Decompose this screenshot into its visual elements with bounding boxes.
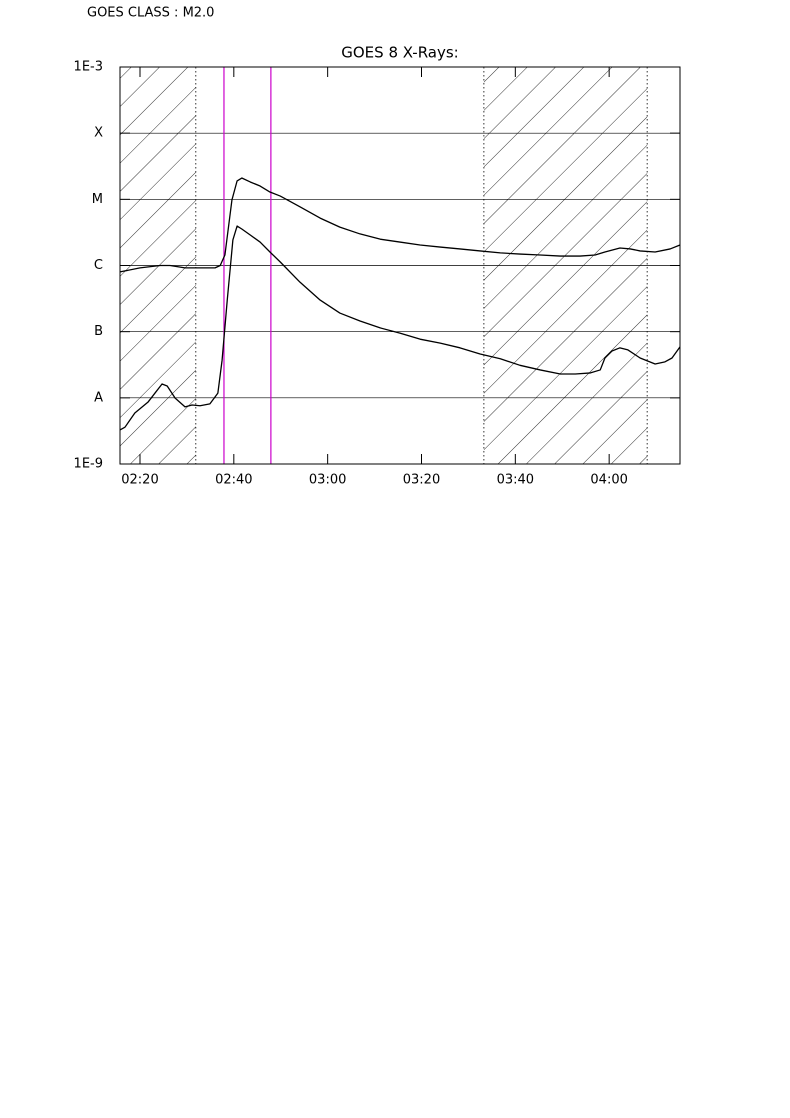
y-tick-label: 1E-3 bbox=[74, 60, 103, 75]
y-tick-label: C bbox=[94, 258, 103, 273]
chart-title: GOES 8 X-Rays: bbox=[341, 44, 458, 62]
y-tick-label: M bbox=[92, 192, 103, 207]
x-tick-label: 02:20 bbox=[121, 473, 158, 488]
x-tick-label: 03:40 bbox=[497, 473, 534, 488]
flux-line bbox=[119, 225, 681, 431]
x-tick-label: 03:00 bbox=[309, 473, 346, 488]
y-tick-label: 1E-9 bbox=[74, 457, 103, 472]
x-tick-label: 02:40 bbox=[215, 473, 252, 488]
flux-line bbox=[119, 177, 681, 273]
x-tick-label: 04:00 bbox=[590, 473, 627, 488]
x-tick-label: 03:20 bbox=[403, 473, 440, 488]
plot: 1E-9 A B C M X 1E-3 02:20 02:40 03:00 03:20 03:40 04… bbox=[74, 60, 681, 488]
y-tick-label: X bbox=[94, 126, 103, 141]
y-tick-label: A bbox=[94, 390, 103, 405]
plot-frame bbox=[119, 66, 681, 465]
y-tick-label: B bbox=[94, 324, 103, 339]
goes-class: GOES CLASS : M2.0 bbox=[87, 6, 214, 21]
